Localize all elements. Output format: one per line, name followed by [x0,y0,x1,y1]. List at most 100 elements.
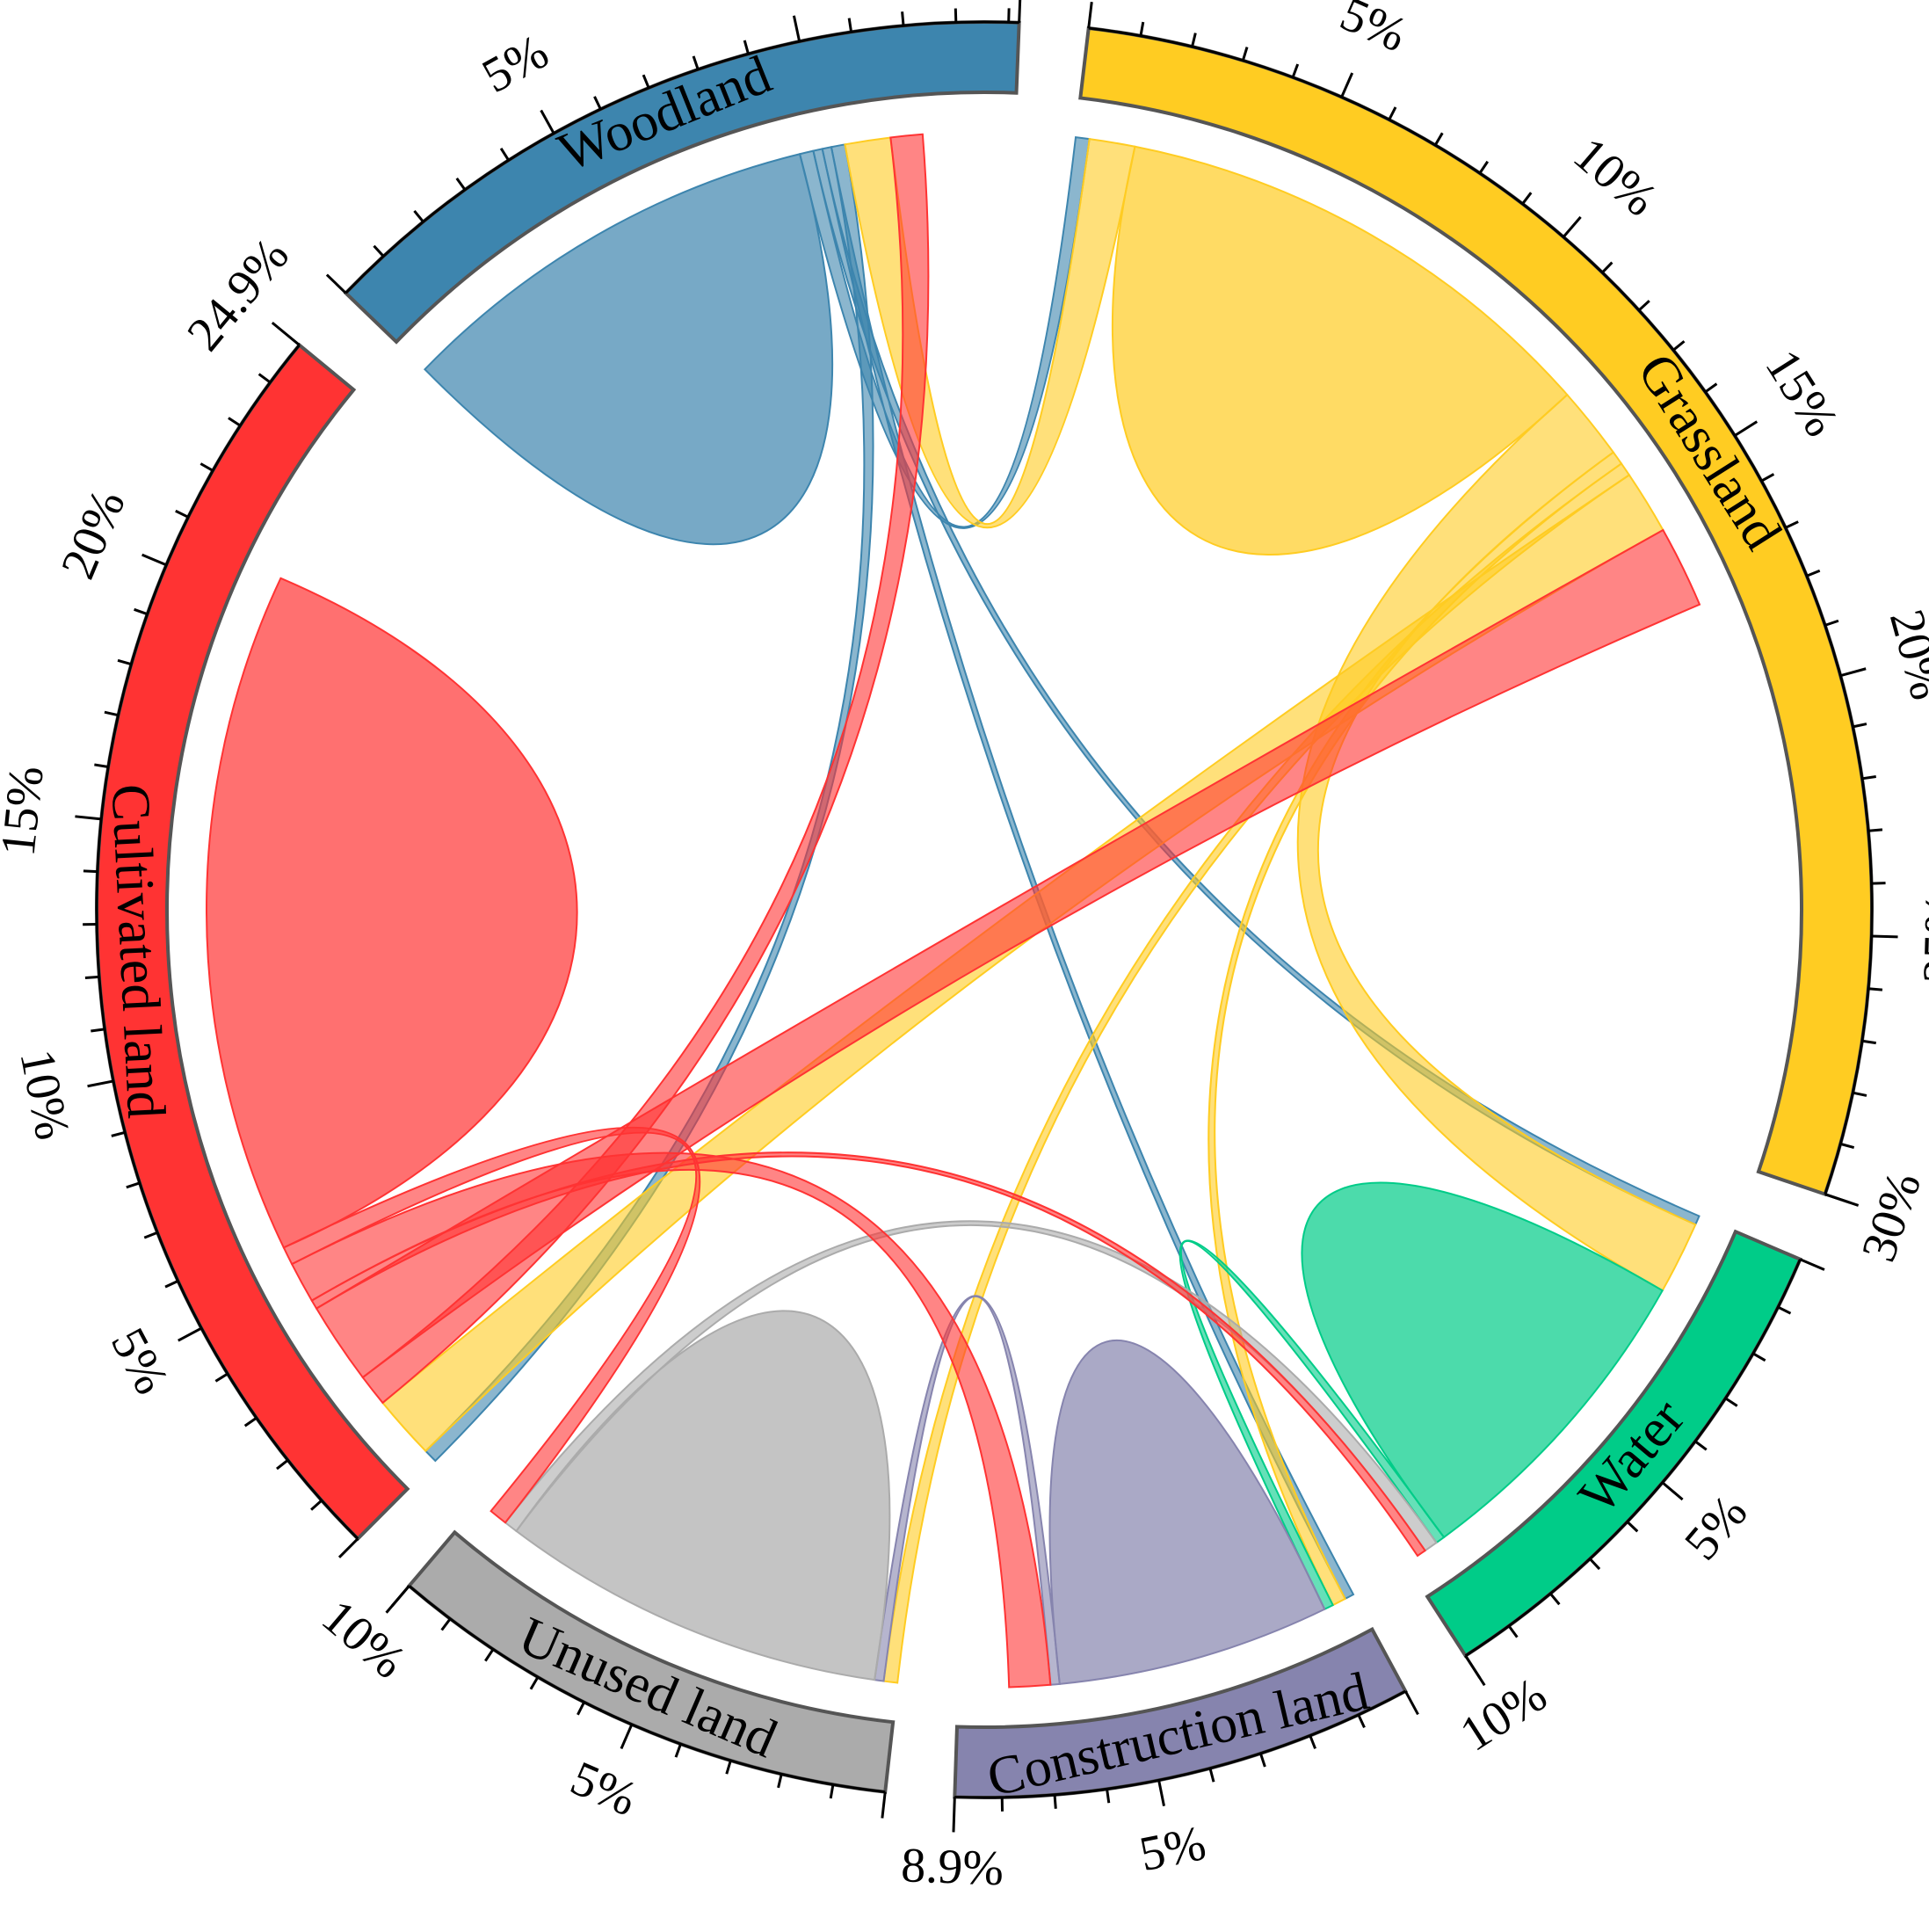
minor-tick [1208,1768,1215,1783]
end-tick [1824,1193,1860,1207]
tick-label-grassland: 10% [1563,127,1667,227]
minor-tick [1258,1753,1266,1768]
minor-tick [1291,63,1300,78]
minor-tick [199,462,214,472]
ribbon-cultivated-land-to-unused-land [282,1126,701,1524]
end-label-unused-land: 10% [312,1589,416,1689]
minor-tick [243,1416,257,1427]
major-tick [75,815,102,821]
minor-tick [276,1458,289,1471]
segment-label-woodland: Woodland [550,45,779,183]
minor-tick [1388,106,1397,120]
minor-tick [94,763,109,768]
minor-tick [1867,828,1883,832]
ribbon-cultivated-land-to-construction-land [290,1151,1052,1689]
minor-tick [847,18,853,33]
scale-arc-woodland [344,20,1019,294]
minor-tick [83,869,98,874]
minor-tick [1824,619,1839,627]
minor-tick [1760,473,1775,483]
minor-tick [1241,47,1249,62]
end-tick [1464,1654,1486,1687]
major-tick [881,1791,887,1819]
tick-label-construction-land: 5% [1135,1816,1210,1882]
minor-tick [1626,1521,1639,1533]
major-tick [1799,1258,1825,1271]
ribbon-cultivated-land-to-cultivated-land [206,577,578,1249]
tick-label-grassland: 15% [1754,341,1848,447]
minor-tick [1637,300,1650,312]
minor-tick [1601,261,1614,274]
tick-label-woodland: 5% [474,25,557,104]
scale-arc-unused-land [408,1585,886,1794]
tick-label-water: 5% [1674,1485,1759,1571]
minor-tick [777,1773,783,1789]
tick-label-cultivated-land: 10% [9,1045,80,1144]
tick-label-grassland: 25% [1913,892,1929,984]
minor-tick [117,658,132,666]
tick-label-cultivated-land: 15% [0,763,54,858]
minor-tick [1694,1440,1708,1451]
minor-tick [1589,1558,1601,1571]
minor-tick [642,74,650,89]
ribbon-grassland-to-grassland [1111,145,1569,556]
major-tick [87,1079,114,1088]
end-label-water: 10% [1451,1667,1556,1762]
minor-tick [1106,1789,1111,1804]
minor-tick [126,1181,141,1189]
ribbon-woodland-to-construction-land [821,146,1355,1601]
minor-tick [577,1701,585,1716]
ribbon-woodland-to-woodland [423,153,834,546]
minor-tick [455,178,467,191]
minor-tick [1777,1305,1792,1315]
major-tick [1157,1779,1165,1806]
minor-tick [1357,1714,1366,1729]
major-tick [620,1724,634,1750]
ribbons-layer [206,133,1701,1689]
minor-tick [593,96,602,110]
minor-tick [692,55,700,70]
major-tick [325,273,347,294]
minor-tick [1867,987,1883,991]
minor-tick [310,1499,323,1511]
ribbon-grassland-to-woodland [844,136,1136,529]
minor-tick [104,710,119,717]
minor-tick [484,1648,495,1662]
minor-tick [1724,1397,1738,1407]
minor-tick [529,1676,540,1690]
ribbon-cultivated-land-to-grassland [315,528,1701,1379]
ticks-layer [75,0,1898,1833]
tick-label-cultivated-land: 20% [51,482,136,586]
minor-tick [143,1231,158,1239]
scale-arc-water [1464,1259,1802,1657]
tick-label-grassland: 5% [1332,0,1414,62]
minor-tick [91,1028,105,1033]
major-tick [1340,72,1354,98]
minor-tick [373,244,385,258]
major-tick [1734,420,1759,437]
minor-tick [257,373,272,384]
minor-tick [1853,723,1867,729]
ribbon-unused-land-to-water [504,1220,1438,1552]
major-tick [1839,667,1867,678]
minor-tick [440,1617,452,1631]
minor-tick [164,1280,179,1289]
minor-tick [1839,1142,1855,1150]
end-label-grassland: 30% [1852,1166,1929,1268]
minor-tick [1139,21,1145,37]
minor-tick [674,1743,682,1758]
scale-arc-cultivated-land [95,344,359,1540]
minor-tick [1806,569,1821,577]
minor-tick [1433,132,1444,146]
minor-tick [499,147,510,162]
major-tick [337,1537,359,1558]
minor-tick [413,210,424,223]
ribbon-water-to-water [1301,1181,1664,1539]
end-label-construction-land: 8.9% [900,1838,1004,1896]
minor-tick [1861,1039,1876,1045]
minor-tick [1521,192,1533,205]
minor-tick [111,1130,126,1137]
minor-tick [228,417,242,427]
end-label-cultivated-land: 24.9% [177,229,300,361]
